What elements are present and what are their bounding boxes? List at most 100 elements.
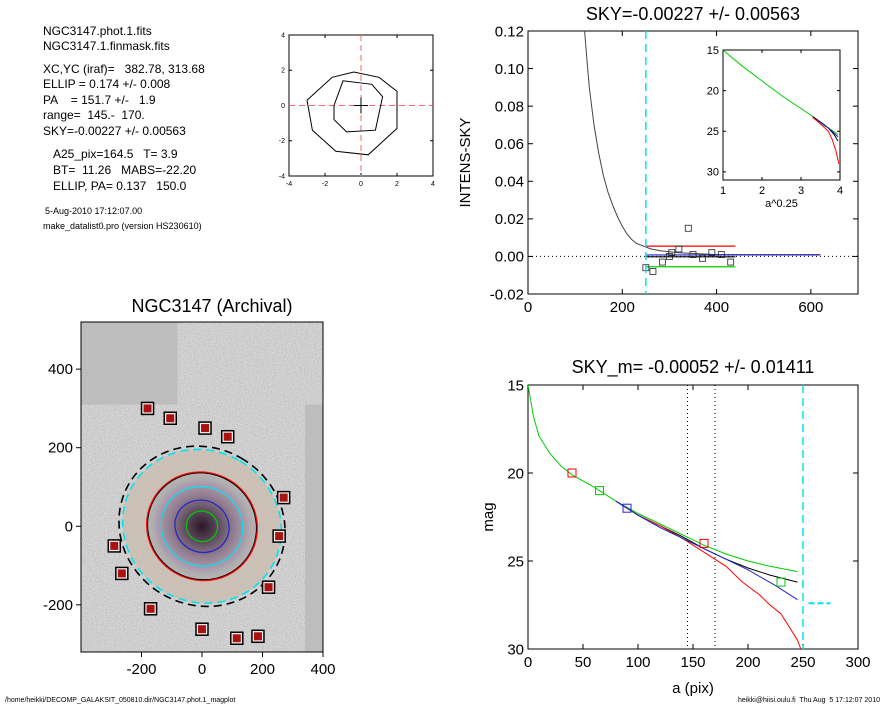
y-tick-label: 2: [281, 68, 285, 75]
sky-sample-square: [675, 245, 683, 253]
isophote-ellipse: [146, 472, 258, 581]
mask-square-core: [264, 583, 273, 592]
mag-plot-area: [528, 385, 831, 649]
y-tick-label: 200: [48, 440, 73, 457]
sky-sample-square: [717, 251, 725, 258]
center-contour-plot: -4 -2 0 2 4 -4 -2 0 2 4: [279, 32, 435, 188]
mag-profile-line: [615, 500, 798, 601]
mask-square-core: [279, 493, 288, 502]
mag-profile-line: [528, 385, 798, 573]
sky-sample-square: [658, 258, 666, 266]
inset-profile-line: [812, 117, 840, 164]
y-tick-label: 0.04: [495, 174, 524, 191]
y-tick-label: 15: [707, 45, 719, 57]
galaxy-tint: [155, 480, 249, 573]
footer-path: /home/heikki/DECOMP_GALAKSIT_050810.dir/…: [5, 697, 236, 704]
x-tick-label: 200: [735, 654, 760, 671]
mask-square-core: [146, 604, 155, 613]
mask-square-core: [143, 404, 152, 413]
galaxy-image-area: [81, 322, 323, 652]
y-axis-label: mag: [480, 502, 497, 531]
sky-sample-square: [727, 258, 735, 266]
sky-inset-plot: 1 2 3 4 15 20 25 30 a^0.25: [707, 45, 843, 210]
info-line: XC,YC (iraf)= 382.78, 313.68: [43, 62, 205, 76]
y-tick-label: 0.10: [495, 61, 524, 78]
y-tick-label: 30: [707, 167, 719, 179]
mask-square-core: [117, 569, 126, 578]
chart-title: SKY_m= -0.00052 +/- 0.01411: [572, 357, 815, 378]
profile-marker-square: [595, 486, 604, 496]
x-tick-label: -4: [286, 181, 292, 188]
mask-square-core: [201, 424, 210, 433]
y-tick-label: 30: [507, 641, 524, 658]
y-tick-label: 25: [507, 553, 524, 570]
program-name: make_datalist0.pro (version HS230610): [43, 221, 202, 231]
isophote-ellipse: [121, 448, 283, 604]
y-tick-label: 15: [507, 377, 524, 394]
mask-square-core: [253, 632, 262, 641]
galaxy-image-plot: NGC3147 (Archival) -200 0 200 400 -200 0 200 400: [43, 296, 336, 678]
mag-profile-plot: 0 50 100 150 200 250 300 15 20 25 30 SKY_m= -0.0005…: [480, 357, 871, 697]
info-line: ELLIP = 0.174 +/- 0.008: [43, 77, 171, 91]
chart-title: NGC3147 (Archival): [131, 296, 292, 316]
x-tick-label: 400: [704, 299, 729, 316]
x-tick-label: 0: [524, 299, 532, 316]
sky-sample-square: [689, 251, 697, 258]
x-axis-label: a^0.25: [765, 198, 798, 210]
x-tick-label: 2: [395, 181, 399, 188]
x-tick-label: 250: [790, 654, 815, 671]
mag-profile-line: [615, 500, 802, 649]
x-tick-label: -2: [322, 181, 328, 188]
x-tick-label: 300: [845, 654, 870, 671]
y-tick-label: 0.02: [495, 211, 524, 228]
x-tick-label: 200: [250, 661, 275, 678]
sky-sample-square: [708, 249, 716, 257]
x-tick-label: 200: [610, 299, 635, 316]
y-tick-label: -0.02: [490, 286, 524, 303]
info-line: PA = 151.7 +/- 1.9: [43, 93, 156, 107]
x-tick-label: 4: [837, 185, 843, 197]
mask-square-core: [275, 532, 284, 541]
isophote-ellipse: [160, 485, 244, 567]
y-tick-label: 0: [65, 518, 73, 535]
sky-sample-square: [684, 224, 692, 232]
y-tick-label: -4: [279, 173, 285, 180]
y-tick-label: 400: [48, 361, 73, 378]
profile-marker-square: [699, 538, 709, 548]
plot-frame: [722, 49, 841, 181]
x-tick-label: 0: [198, 661, 206, 678]
x-tick-label: 150: [680, 654, 705, 671]
info-line: range= 145.- 170.: [43, 108, 145, 122]
x-tick-label: 1: [720, 185, 726, 197]
mask-square-core: [232, 634, 241, 643]
profile-line: [584, 31, 821, 256]
plot-frame: [527, 30, 859, 295]
info-line: NGC3147.phot.1.fits: [43, 24, 152, 38]
sky-plot-area: [528, 31, 858, 294]
profile-marker-square: [622, 503, 632, 513]
x-tick-label: -200: [126, 661, 156, 678]
profile-marker-square: [567, 468, 577, 478]
profile-marker-square: [776, 577, 786, 587]
x-tick-label: 50: [575, 654, 592, 671]
x-tick-label: 2: [759, 185, 765, 197]
isophote-ellipse: [185, 510, 219, 543]
x-tick-label: 600: [798, 299, 823, 316]
y-tick-label: 0: [281, 103, 285, 110]
x-tick-label: 0: [524, 654, 532, 671]
x-tick-label: 3: [798, 185, 804, 197]
info-line: ELLIP, PA= 0.137 150.0: [53, 179, 187, 193]
y-tick-label: 0.00: [495, 249, 524, 266]
y-tick-label: 4: [281, 32, 285, 39]
info-line: BT= 11.26 MABS=-22.20: [53, 163, 197, 177]
sky-sample-square: [666, 253, 673, 260]
inset-background: [723, 50, 840, 180]
sky-profile-plot: 0 200 400 600 -0.02 0.00 0.02 0.04 0.06 0.08 0.10 0…: [457, 4, 859, 316]
x-tick-label: 4: [431, 181, 435, 188]
info-line: A25_pix=164.5 T= 3.9: [53, 147, 178, 161]
y-tick-label: -200: [43, 597, 73, 614]
footer-user-date: heikki@hiisi.oulu.fi Thu Aug 5 17:12:07 …: [737, 697, 880, 704]
x-tick-label: 100: [625, 654, 650, 671]
x-tick-label: 0: [359, 181, 363, 188]
info-line: SKY=-0.00227 +/- 0.00563: [43, 124, 186, 138]
